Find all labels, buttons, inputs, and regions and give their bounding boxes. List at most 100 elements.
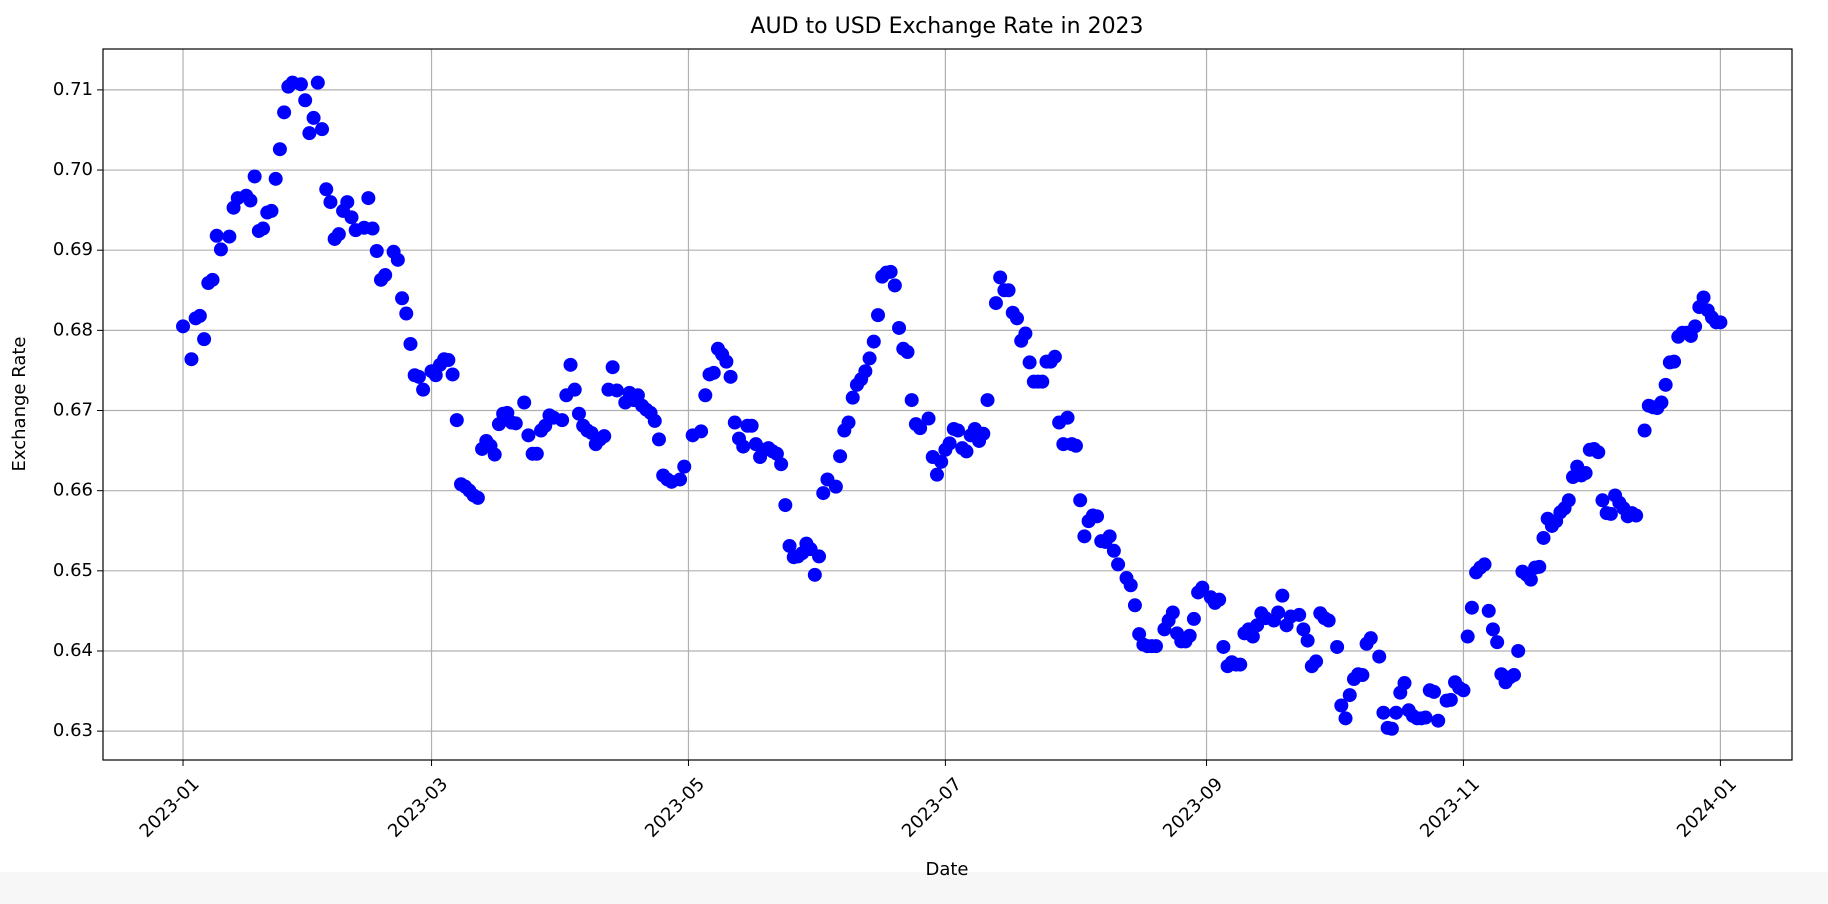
data-point — [1330, 639, 1345, 654]
data-point — [942, 436, 957, 451]
data-point — [807, 567, 822, 582]
data-point — [184, 352, 199, 367]
data-point — [1077, 529, 1092, 544]
data-point — [951, 423, 966, 438]
data-point — [1511, 643, 1526, 658]
data-point — [723, 369, 738, 384]
data-point — [319, 182, 334, 197]
data-point — [1068, 438, 1083, 453]
data-point — [1431, 713, 1446, 728]
data-point — [812, 549, 827, 564]
data-point — [1485, 622, 1500, 637]
data-point — [1376, 705, 1391, 720]
data-point — [277, 105, 292, 120]
data-point — [900, 344, 915, 359]
plot-frame — [102, 48, 1793, 761]
data-point — [1384, 721, 1399, 736]
data-point — [470, 490, 485, 505]
data-point — [736, 439, 751, 454]
data-point — [1456, 683, 1471, 698]
data-point — [487, 447, 502, 462]
data-point — [1186, 611, 1201, 626]
data-point — [993, 270, 1008, 285]
data-point — [306, 110, 321, 125]
data-point — [727, 415, 742, 430]
data-point — [1578, 466, 1593, 481]
data-point — [1464, 600, 1479, 615]
data-point — [395, 291, 410, 306]
data-point — [1477, 557, 1492, 572]
data-point — [197, 332, 212, 347]
data-point — [264, 203, 279, 218]
data-point — [365, 221, 380, 236]
data-point — [378, 268, 393, 283]
data-point — [302, 126, 317, 141]
data-point — [1018, 326, 1033, 341]
data-point — [1296, 622, 1311, 637]
data-point — [1532, 559, 1547, 574]
data-point — [698, 388, 713, 403]
data-point — [529, 446, 544, 461]
data-point — [1245, 629, 1260, 644]
y-tick-label: 0.66 — [53, 480, 93, 501]
data-point — [782, 538, 797, 553]
data-point — [390, 252, 405, 267]
data-point — [445, 367, 460, 382]
data-point — [508, 416, 523, 431]
data-point — [1275, 588, 1290, 603]
data-point — [1195, 580, 1210, 595]
data-point — [778, 498, 793, 513]
data-point — [1233, 657, 1248, 672]
data-point — [1481, 603, 1496, 618]
data-point — [1321, 613, 1336, 628]
data-point — [845, 390, 860, 405]
data-point — [1603, 506, 1618, 521]
data-point — [1090, 509, 1105, 524]
data-point — [1523, 572, 1538, 587]
data-point — [1443, 692, 1458, 707]
data-point — [323, 195, 338, 210]
data-point — [1111, 557, 1126, 572]
data-point — [1389, 705, 1404, 720]
data-point — [833, 449, 848, 464]
data-point — [1561, 493, 1576, 508]
data-point — [976, 426, 991, 441]
data-point — [1536, 530, 1551, 545]
data-point — [331, 227, 346, 242]
data-point — [1182, 628, 1197, 643]
data-point — [1123, 578, 1138, 593]
data-point — [858, 364, 873, 379]
data-point — [399, 306, 414, 321]
y-tick-label: 0.67 — [53, 400, 93, 421]
data-point — [719, 354, 734, 369]
data-point — [1713, 315, 1728, 330]
data-point — [1658, 377, 1673, 392]
data-point — [980, 393, 995, 408]
data-point — [1001, 283, 1016, 298]
data-point — [913, 421, 928, 436]
data-point — [647, 413, 662, 428]
data-point — [1355, 668, 1370, 683]
data-point — [1060, 410, 1075, 425]
data-point — [1009, 311, 1024, 326]
data-point — [298, 93, 313, 108]
data-point — [883, 264, 898, 279]
data-point — [828, 479, 843, 494]
data-point — [694, 424, 709, 439]
data-point — [1696, 290, 1711, 305]
data-point — [205, 272, 220, 287]
data-point — [272, 142, 287, 157]
y-tick-label: 0.64 — [53, 640, 93, 661]
data-point — [1363, 631, 1378, 646]
data-point — [315, 122, 330, 137]
data-point — [340, 195, 355, 210]
data-point — [213, 242, 228, 257]
data-point — [411, 369, 426, 384]
data-point — [1637, 423, 1652, 438]
data-point — [268, 171, 283, 186]
data-point — [1309, 654, 1324, 669]
data-point — [416, 382, 431, 397]
data-point — [1106, 543, 1121, 558]
